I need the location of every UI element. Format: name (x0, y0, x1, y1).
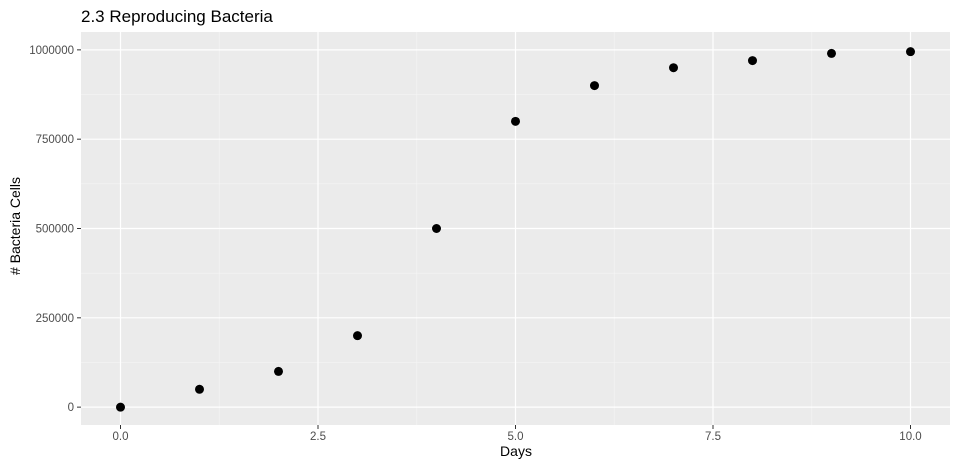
y-tick-label: 750000 (36, 134, 74, 146)
axis-ticks (77, 49, 911, 429)
x-axis-tick-labels: 0.0 2.5 5.0 7.5 10.0 (113, 431, 922, 443)
data-point (906, 47, 915, 57)
data-point (116, 402, 125, 412)
major-gridlines (81, 32, 950, 425)
y-tick-label: 500000 (36, 224, 74, 236)
data-points (116, 47, 915, 412)
y-tick-label: 250000 (36, 313, 74, 325)
y-axis-tick-labels: 0 250000 500000 750000 1000000 (29, 45, 74, 414)
y-axis-title: # Bacteria Cells (7, 177, 23, 275)
data-point (669, 63, 678, 73)
chart-title: 2.3 Reproducing Bacteria (81, 7, 273, 26)
x-tick-label: 0.0 (113, 431, 129, 443)
x-axis-title: Days (500, 443, 532, 459)
x-tick-label: 2.5 (310, 431, 326, 443)
data-point (274, 366, 283, 376)
x-tick-label: 7.5 (705, 431, 721, 443)
x-tick-label: 10.0 (899, 431, 921, 443)
y-tick-label: 1000000 (29, 45, 74, 57)
data-point (195, 384, 204, 394)
data-point (748, 56, 757, 66)
data-point (353, 331, 362, 341)
y-tick-label: 0 (68, 402, 74, 414)
x-tick-label: 5.0 (508, 431, 524, 443)
data-point (827, 48, 836, 58)
data-point (432, 224, 441, 233)
data-point (511, 116, 520, 126)
data-point (590, 81, 599, 91)
